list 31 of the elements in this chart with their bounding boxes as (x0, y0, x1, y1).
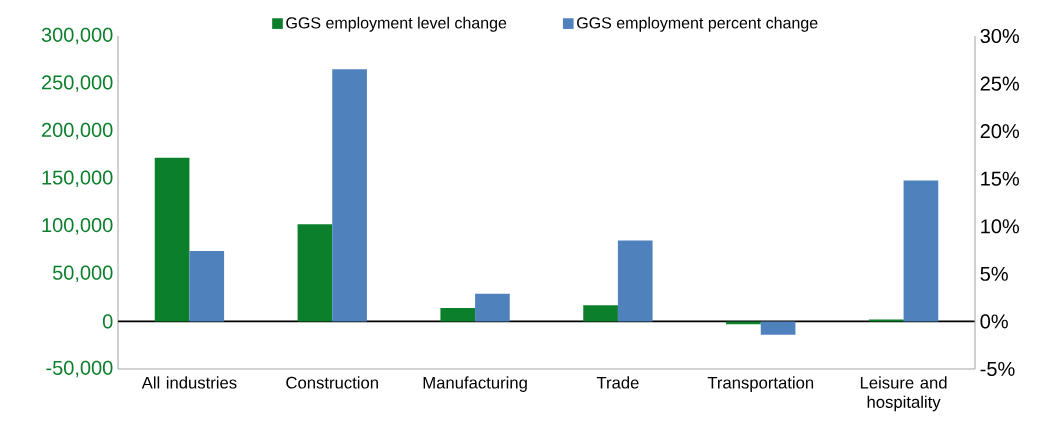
y2-tick-label: 30% (980, 28, 1020, 44)
y2-tick-label: 20% (980, 124, 1020, 139)
y-tick-label: -50,000 (46, 360, 113, 378)
bar (332, 69, 367, 322)
y-tick-label: 100,000 (42, 218, 113, 235)
x-tick-label: Construction (286, 376, 378, 389)
bar (583, 305, 618, 322)
bar (903, 180, 939, 322)
x-tick-label: All industries (141, 376, 237, 389)
bar (760, 321, 796, 335)
y2-tick-label: 10% (981, 219, 1020, 234)
y2-tick-label: 5% (980, 266, 1008, 281)
y2-tick-label: 15% (981, 171, 1020, 186)
x-tick-label: Leisure and hospitality (860, 376, 947, 412)
bar (475, 293, 510, 322)
y-tick-label: 150,000 (42, 170, 113, 187)
y-tick-label: 50,000 (52, 265, 113, 283)
bar (617, 240, 653, 322)
y-tick-label: 0 (102, 314, 113, 329)
x-tick-label: Transportation (707, 376, 814, 392)
y2-tick-label: 25% (980, 76, 1020, 91)
y2-tick-label: -5% (980, 361, 1015, 377)
y-tick-label: 200,000 (42, 122, 113, 140)
legend-label: GGS employment level change (286, 16, 507, 32)
bar (154, 157, 190, 322)
x-tick-label: Manufacturing (423, 376, 527, 392)
y-tick-label: 250,000 (42, 75, 113, 92)
y-tick-label: 300,000 (41, 27, 113, 45)
x-tick-label: Trade (596, 376, 639, 389)
legend-label: GGS employment percent change (577, 16, 818, 32)
y2-tick-label: 0% (980, 314, 1008, 329)
